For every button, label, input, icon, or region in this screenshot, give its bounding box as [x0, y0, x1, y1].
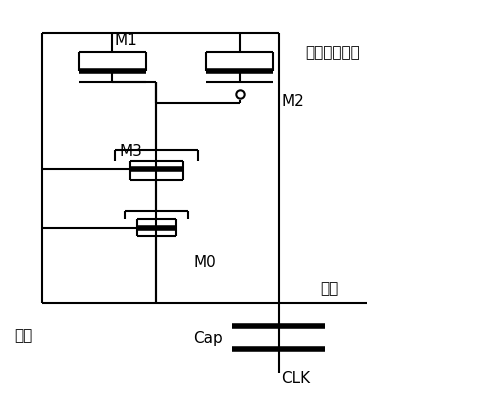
Text: M1: M1 — [115, 33, 138, 48]
Text: CLK: CLK — [281, 371, 310, 386]
Text: M2: M2 — [281, 94, 304, 109]
Text: 输入: 输入 — [15, 328, 33, 343]
Text: 接下一级输出: 接下一级输出 — [305, 45, 360, 60]
Text: M3: M3 — [120, 144, 142, 159]
Text: 输出: 输出 — [320, 281, 338, 296]
Text: M0: M0 — [193, 255, 216, 270]
Text: Cap: Cap — [192, 331, 222, 346]
